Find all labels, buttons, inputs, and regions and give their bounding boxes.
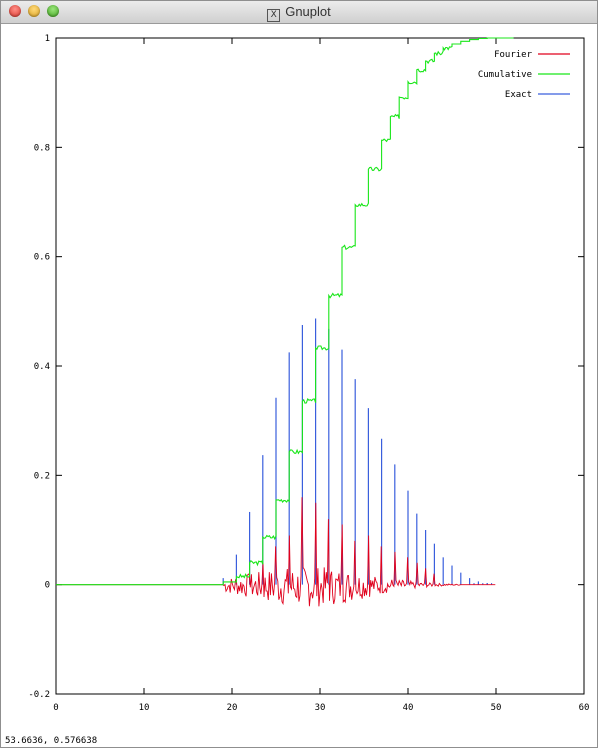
axis-ticks: 0 10 20 30 40 50 60-0.200.20.40.60.81 [28, 34, 589, 713]
x-tick-label: 20 [227, 703, 238, 713]
legend-label-fourier: Fourier [494, 50, 533, 60]
exact-series [222, 318, 493, 585]
legend: Fourier Cumulative Exact [478, 50, 570, 100]
y-tick-label: 0.8 [34, 143, 50, 153]
x-tick-label: 60 [579, 703, 590, 713]
close-button[interactable] [9, 5, 21, 17]
legend-label-cumulative: Cumulative [478, 70, 532, 80]
title-bar[interactable]: X Gnuplot [1, 1, 597, 24]
cumulative-series [56, 37, 514, 586]
x-tick-label: 0 [53, 703, 58, 713]
legend-label-exact: Exact [505, 90, 532, 100]
plot-canvas[interactable]: 0 10 20 30 40 50 60-0.200.20.40.60.81 FourierC… [1, 24, 597, 735]
y-tick-label: 0.6 [34, 253, 50, 263]
window-title-text: Gnuplot [285, 4, 331, 19]
coordinate-readout: 53.6636, 0.576638 [5, 736, 98, 746]
cumulative-line [56, 37, 514, 586]
x-tick-label: 10 [139, 703, 150, 713]
x-tick-label: 30 [315, 703, 326, 713]
x11-icon: X [267, 9, 281, 22]
y-tick-label: 0.2 [34, 471, 50, 481]
y-tick-label: 0 [45, 581, 50, 591]
y-tick-label: 1 [45, 34, 50, 44]
minimize-button[interactable] [28, 5, 40, 17]
y-tick-label: 0.4 [34, 362, 50, 372]
zoom-button[interactable] [47, 5, 59, 17]
window-title: X Gnuplot [1, 1, 597, 23]
y-tick-label: -0.2 [28, 690, 50, 700]
x-tick-label: 50 [491, 703, 502, 713]
x-tick-label: 40 [403, 703, 414, 713]
